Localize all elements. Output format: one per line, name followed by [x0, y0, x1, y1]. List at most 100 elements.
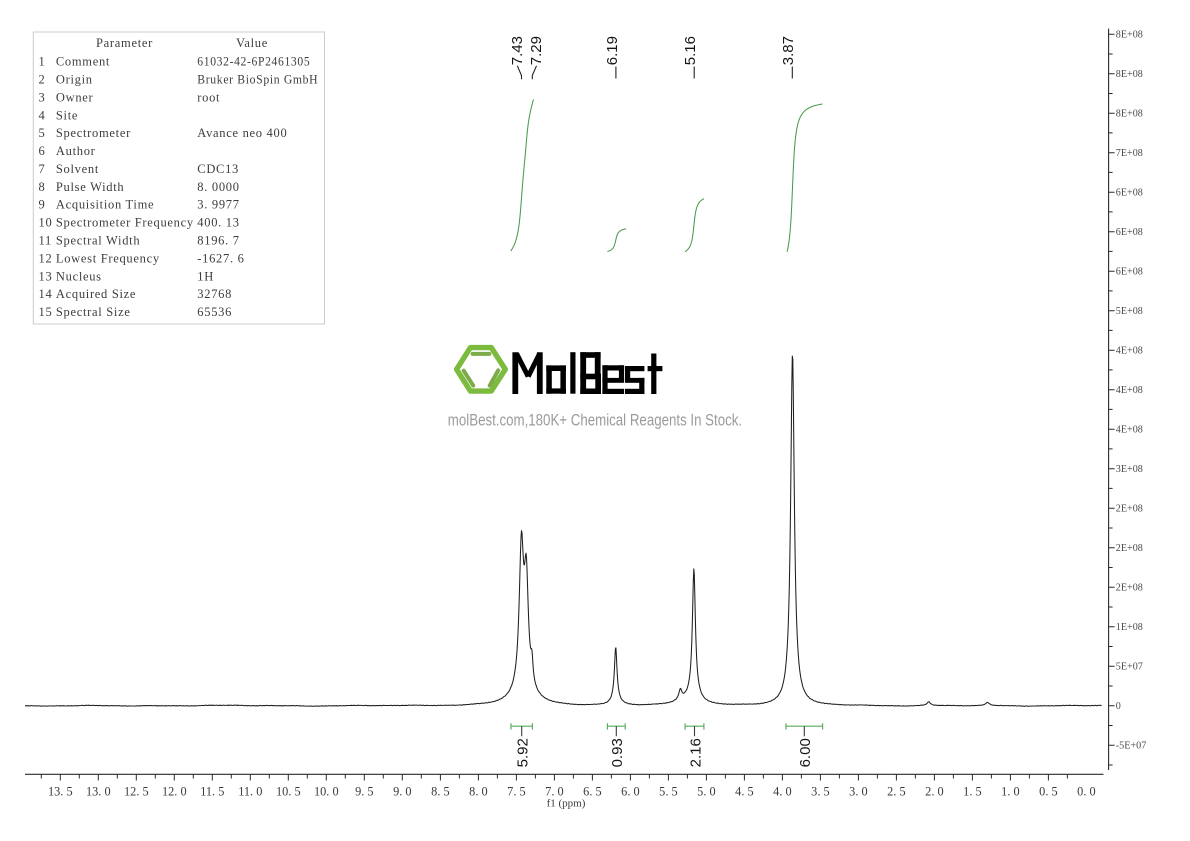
svg-text:Acquisition Time: Acquisition Time	[56, 198, 154, 212]
svg-text:5E+07: 5E+07	[1116, 662, 1143, 673]
svg-text:11: 11	[39, 234, 52, 248]
svg-text:0: 0	[1116, 701, 1121, 712]
svg-text:4E+08: 4E+08	[1116, 425, 1143, 436]
svg-text:3: 3	[39, 91, 46, 105]
svg-text:4. 0: 4. 0	[773, 785, 791, 799]
svg-text:Spectral Size: Spectral Size	[56, 305, 131, 319]
svg-text:-1627. 6: -1627. 6	[197, 251, 244, 265]
svg-text:Acquired Size: Acquired Size	[56, 287, 136, 301]
svg-text:6.00: 6.00	[797, 738, 814, 767]
svg-text:8: 8	[39, 180, 46, 194]
svg-text:Spectral Width: Spectral Width	[56, 234, 140, 248]
svg-text:6. 0: 6. 0	[621, 785, 639, 799]
svg-text:6. 5: 6. 5	[583, 785, 601, 799]
svg-text:400. 13: 400. 13	[197, 216, 239, 230]
svg-text:root: root	[197, 91, 220, 105]
svg-text:13. 0: 13. 0	[86, 785, 111, 799]
svg-text:7: 7	[39, 162, 46, 176]
svg-text:6E+08: 6E+08	[1116, 188, 1143, 199]
svg-text:2E+08: 2E+08	[1116, 504, 1143, 515]
svg-text:3. 0: 3. 0	[849, 785, 867, 799]
svg-text:2.16: 2.16	[687, 738, 704, 767]
svg-text:f1 (ppm): f1 (ppm)	[547, 798, 586, 810]
svg-text:4: 4	[39, 108, 46, 122]
svg-text:8E+08: 8E+08	[1116, 109, 1143, 120]
svg-text:0. 5: 0. 5	[1039, 785, 1057, 799]
svg-text:1. 5: 1. 5	[963, 785, 981, 799]
svg-text:8E+08: 8E+08	[1116, 69, 1143, 80]
svg-text:0. 0: 0. 0	[1077, 785, 1095, 799]
svg-text:Site: Site	[56, 108, 78, 122]
svg-text:Lowest Frequency: Lowest Frequency	[56, 251, 160, 265]
svg-text:Origin: Origin	[56, 73, 93, 87]
svg-text:6E+08: 6E+08	[1116, 267, 1143, 278]
svg-text:0.93: 0.93	[609, 738, 626, 767]
svg-text:8. 0: 8. 0	[469, 785, 487, 799]
svg-text:Pulse Width: Pulse Width	[56, 180, 124, 194]
svg-text:8. 0000: 8. 0000	[197, 180, 239, 194]
svg-text:12. 0: 12. 0	[162, 785, 187, 799]
svg-text:Comment: Comment	[56, 55, 110, 69]
svg-text:3E+08: 3E+08	[1116, 464, 1143, 475]
svg-text:5: 5	[39, 126, 46, 140]
svg-text:2: 2	[39, 73, 46, 87]
svg-text:8E+08: 8E+08	[1116, 30, 1143, 41]
svg-text:8. 5: 8. 5	[431, 785, 449, 799]
svg-text:2. 0: 2. 0	[925, 785, 943, 799]
svg-text:5. 0: 5. 0	[697, 785, 715, 799]
svg-text:molBest.com,180K+ Chemical Rea: molBest.com,180K+ Chemical Reagents In S…	[448, 411, 742, 429]
svg-text:-5E+07: -5E+07	[1116, 741, 1147, 752]
svg-text:6E+08: 6E+08	[1116, 227, 1143, 238]
svg-text:CDC13: CDC13	[197, 162, 239, 176]
svg-text:65536: 65536	[197, 305, 232, 319]
svg-text:10. 5: 10. 5	[276, 785, 301, 799]
svg-text:13: 13	[39, 269, 53, 283]
svg-text:4E+08: 4E+08	[1116, 385, 1143, 396]
svg-text:Value: Value	[236, 36, 268, 50]
svg-text:9. 0: 9. 0	[393, 785, 411, 799]
svg-text:1. 0: 1. 0	[1001, 785, 1019, 799]
svg-text:9. 5: 9. 5	[355, 785, 373, 799]
svg-text:14: 14	[39, 287, 53, 301]
svg-text:1H: 1H	[197, 269, 214, 283]
svg-text:11. 0: 11. 0	[238, 785, 262, 799]
svg-text:7. 0: 7. 0	[545, 785, 563, 799]
svg-text:8196. 7: 8196. 7	[197, 234, 239, 248]
svg-text:6: 6	[39, 144, 46, 158]
svg-text:3.87: 3.87	[780, 36, 797, 65]
svg-text:1: 1	[39, 55, 46, 69]
svg-text:6.19: 6.19	[604, 36, 621, 65]
svg-text:Bruker BioSpin GmbH: Bruker BioSpin GmbH	[197, 73, 318, 87]
svg-text:10: 10	[39, 216, 53, 230]
svg-text:5. 5: 5. 5	[659, 785, 677, 799]
svg-text:15: 15	[39, 305, 53, 319]
svg-text:7. 5: 7. 5	[507, 785, 525, 799]
svg-text:4. 5: 4. 5	[735, 785, 753, 799]
svg-text:Author: Author	[56, 144, 96, 158]
svg-text:2. 5: 2. 5	[887, 785, 905, 799]
svg-text:2E+08: 2E+08	[1116, 583, 1143, 594]
svg-text:32768: 32768	[197, 287, 232, 301]
svg-text:61032-42-6P2461305: 61032-42-6P2461305	[197, 55, 310, 69]
svg-text:11. 5: 11. 5	[200, 785, 224, 799]
svg-text:5.92: 5.92	[515, 738, 532, 767]
svg-text:Solvent: Solvent	[56, 162, 99, 176]
svg-text:5E+08: 5E+08	[1116, 306, 1143, 317]
svg-text:Owner: Owner	[56, 91, 94, 105]
svg-text:Nucleus: Nucleus	[56, 269, 102, 283]
svg-text:Spectrometer Frequency: Spectrometer Frequency	[56, 216, 194, 230]
svg-text:Spectrometer: Spectrometer	[56, 126, 131, 140]
svg-text:3. 5: 3. 5	[811, 785, 829, 799]
svg-text:10. 0: 10. 0	[314, 785, 339, 799]
svg-text:9: 9	[39, 198, 46, 212]
svg-text:7.43: 7.43	[509, 36, 526, 65]
svg-text:2E+08: 2E+08	[1116, 543, 1143, 554]
svg-text:1E+08: 1E+08	[1116, 622, 1143, 633]
svg-text:7.29: 7.29	[528, 36, 545, 65]
svg-text:Parameter: Parameter	[96, 36, 153, 50]
svg-text:Avance neo 400: Avance neo 400	[197, 126, 287, 140]
svg-text:13. 5: 13. 5	[48, 785, 73, 799]
svg-text:7E+08: 7E+08	[1116, 148, 1143, 159]
svg-text:12: 12	[39, 251, 53, 265]
svg-text:12. 5: 12. 5	[124, 785, 149, 799]
